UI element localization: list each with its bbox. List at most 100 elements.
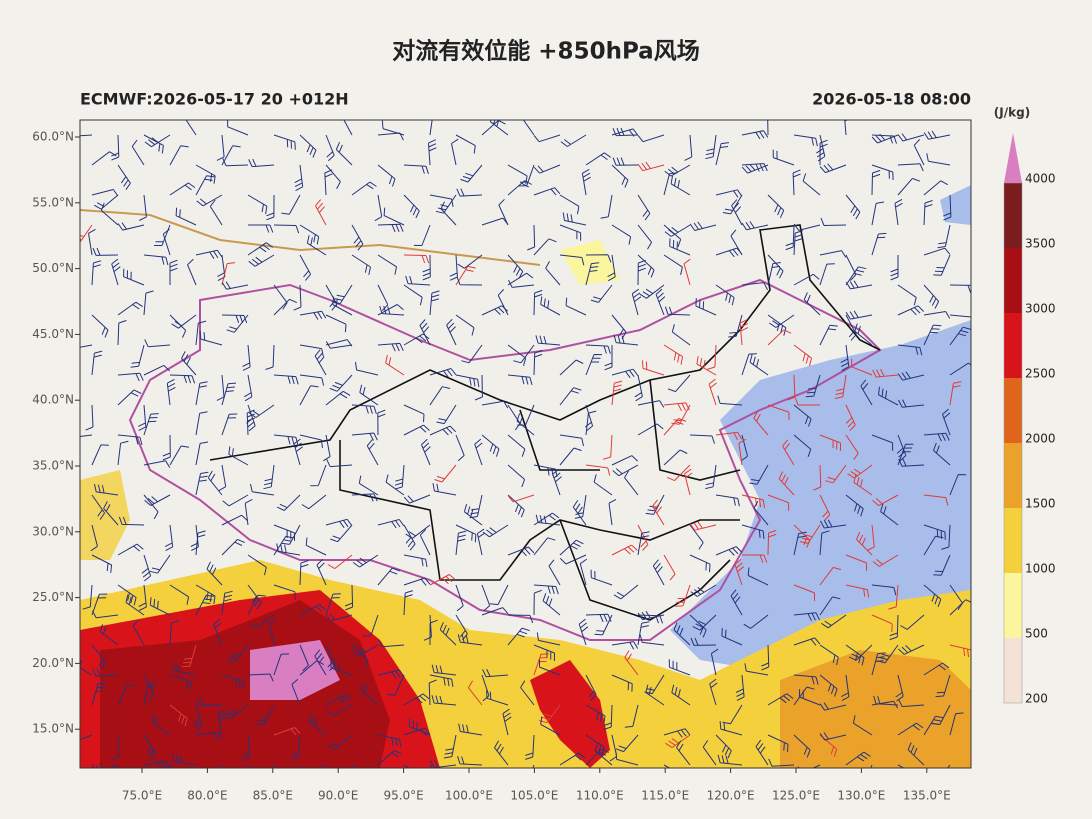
wind-barb [845,310,873,320]
wind-barb [290,734,301,760]
wind-barb [937,224,951,249]
wind-barb [923,662,950,676]
wind-barb [585,354,603,376]
wind-barb [325,164,341,189]
wind-barb [585,613,612,623]
wind-barb [533,289,543,316]
wind-barb [431,695,457,706]
wind-barb [374,194,383,222]
wind-barb [143,681,157,706]
colorbar-tick-label: 200 [1025,692,1048,706]
wind-barb [717,754,743,766]
wind-barb [923,247,951,256]
wind-barb [405,275,431,286]
wind-barb [344,584,354,611]
border [128,278,882,641]
wind-barb [195,411,208,436]
wind-barb [91,610,119,619]
wind-barb [602,434,613,460]
wind-barb [819,732,847,741]
wind-barb [143,760,171,768]
wind-barb [429,619,438,646]
wind-barb [169,314,187,338]
lat-label: 40.0°N [32,393,74,407]
wind-barb [481,607,509,616]
wind-barb [91,554,113,573]
wind-barb [221,281,249,290]
wind-barb [431,664,457,676]
wind-barb [749,464,769,485]
wind-barb [767,404,790,421]
wind-barb [352,554,379,568]
wind-barb [88,228,96,256]
wind-barb [848,644,873,661]
wind-barb [293,438,303,466]
wind-barb [273,584,296,600]
wind-barb [624,704,639,728]
wind-barb [923,432,950,442]
wind-barb [100,202,119,226]
wind-barb [923,584,942,607]
wind-barb [715,494,740,507]
wind-barb [325,134,335,162]
wind-barb [562,212,587,226]
colorbar-unit: (J/kg) [994,106,1030,120]
wind-barb [249,614,275,629]
wind-barb [778,471,795,496]
wind-barb [705,464,717,490]
wind-barb [149,597,171,616]
wind-barb [181,351,197,376]
colorbar-tick-label: 3000 [1025,302,1056,316]
wind-barb [637,524,649,551]
wind-barb [481,120,506,136]
map-area [80,120,971,768]
wind-barb [845,751,871,766]
wind-barb [325,314,347,333]
wind-barb [767,329,792,346]
colorbar: 4000 3500 3000 2500 2000 1500 1000 500 200 [1003,133,1056,706]
wind-barb [520,680,535,706]
wind-barb [631,288,642,316]
wind-barb [377,734,402,748]
wind-barb [949,326,971,346]
wind-barb [533,134,561,143]
wind-barb [742,554,768,563]
wind-barb [221,382,237,406]
wind-barb [819,434,841,451]
wind-barb [325,693,352,706]
wind-barb [721,628,743,646]
wind-barb [143,254,169,266]
lon-label: 110.0°E [576,789,624,803]
wind-barb [689,524,704,550]
axes: 60.0°N 55.0°N 50.0°N 45.0°N 40.0°N 35.0°N 30.0… [32,130,950,803]
wind-barb [325,613,353,622]
colorbar-band [1004,378,1022,443]
wind-barb [866,524,875,551]
wind-barb [325,593,341,616]
wind-barb [767,314,787,336]
wind-barb [856,531,873,556]
wind-barb [507,344,527,366]
wind-barb [794,397,820,406]
colorbar-band [1004,508,1022,573]
wind-barb [273,524,295,541]
wind-barb [533,349,543,376]
wind-barb [949,599,971,616]
wind-barb [923,180,949,196]
wind-barb [403,554,428,568]
wind-barb [819,250,847,258]
wind-barb [429,574,456,586]
wind-barb [421,438,431,466]
wind-barb [741,494,765,508]
wind-barb [206,561,223,586]
wind-barb [351,432,378,441]
wind-barb [377,342,404,352]
wind-barb [494,740,509,766]
wind-barb [559,434,584,447]
wind-barb [665,734,691,749]
title: 对流有效位能 +850hPa风场 [392,38,699,65]
wind-barb [585,704,606,724]
wind-barb [507,272,534,286]
wind-barb [199,331,223,346]
wind-barb [793,637,821,646]
